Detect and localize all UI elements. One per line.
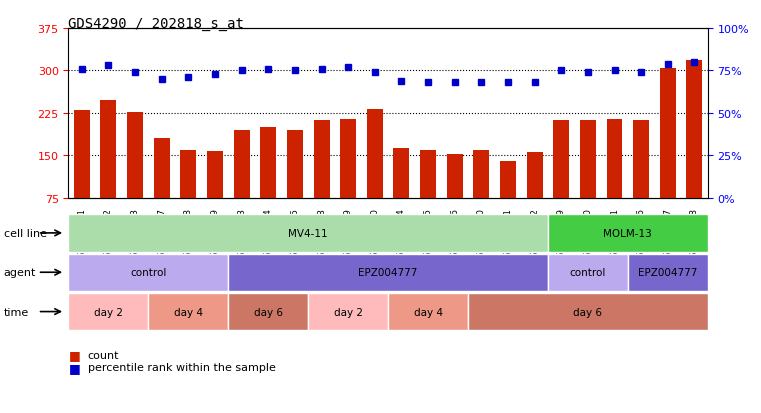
Bar <box>686 61 702 198</box>
Text: day 4: day 4 <box>413 307 443 317</box>
Bar <box>447 155 463 198</box>
Text: MOLM-13: MOLM-13 <box>603 228 652 238</box>
Bar <box>180 150 196 198</box>
Text: count: count <box>88 350 119 360</box>
Text: time: time <box>4 307 29 317</box>
Text: cell line: cell line <box>4 228 47 238</box>
Text: day 4: day 4 <box>174 307 203 317</box>
Bar <box>527 153 543 198</box>
Bar <box>500 161 516 198</box>
Bar <box>633 121 649 198</box>
Bar <box>127 112 143 198</box>
Bar <box>420 150 436 198</box>
Bar <box>260 128 276 198</box>
Bar <box>553 121 569 198</box>
Text: day 6: day 6 <box>253 307 283 317</box>
Bar <box>74 111 90 198</box>
Bar <box>580 121 596 198</box>
Bar <box>314 121 330 198</box>
Text: ■: ■ <box>68 361 80 374</box>
Text: day 2: day 2 <box>333 307 363 317</box>
Bar <box>393 149 409 198</box>
Bar <box>100 101 116 198</box>
Text: control: control <box>130 268 167 278</box>
Text: GDS4290 / 202818_s_at: GDS4290 / 202818_s_at <box>68 17 244 31</box>
Bar <box>367 109 383 198</box>
Bar <box>287 131 303 198</box>
Text: percentile rank within the sample: percentile rank within the sample <box>88 363 275 373</box>
Text: day 6: day 6 <box>573 307 603 317</box>
Text: day 2: day 2 <box>94 307 123 317</box>
Text: ■: ■ <box>68 349 80 362</box>
Bar <box>234 131 250 198</box>
Text: MV4-11: MV4-11 <box>288 228 328 238</box>
Bar <box>154 139 170 198</box>
Text: control: control <box>570 268 606 278</box>
Bar <box>660 69 676 198</box>
Text: EPZ004777: EPZ004777 <box>358 268 418 278</box>
Bar <box>473 150 489 198</box>
Text: EPZ004777: EPZ004777 <box>638 268 698 278</box>
Text: agent: agent <box>4 268 37 278</box>
Bar <box>607 119 622 198</box>
Bar <box>207 152 223 198</box>
Bar <box>340 119 356 198</box>
